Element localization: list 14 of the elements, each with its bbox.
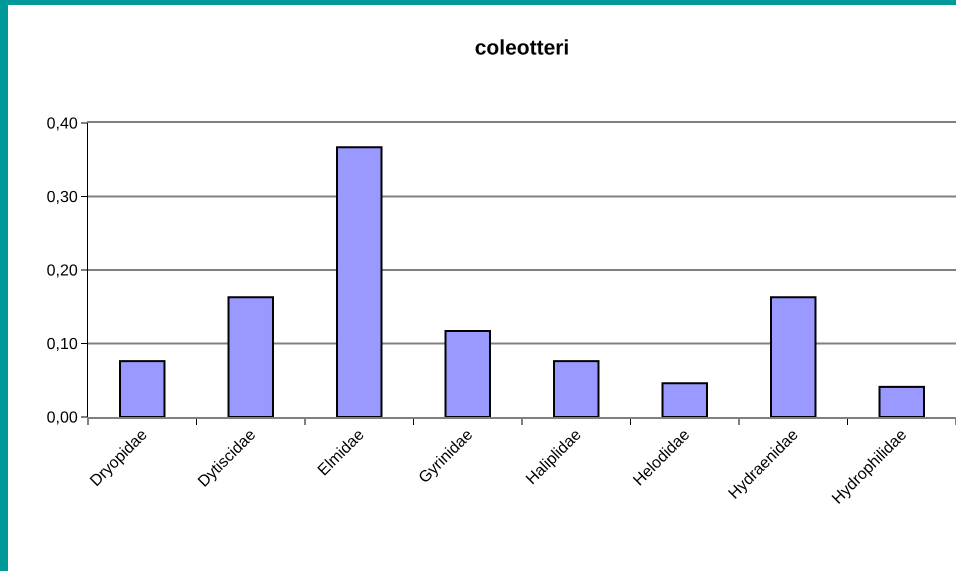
- y-tick-label: 0,20: [46, 262, 78, 280]
- y-tick-label: 0,40: [46, 116, 78, 133]
- bar: [662, 382, 708, 417]
- bar: [878, 386, 925, 417]
- bar: [444, 330, 491, 417]
- chart-title: coleotteri: [474, 36, 570, 60]
- bar: [228, 296, 274, 417]
- y-tick-label: 0,30: [46, 189, 78, 206]
- y-tick-label: 0,00: [46, 410, 78, 427]
- bar: [770, 296, 816, 417]
- bar: [119, 360, 166, 417]
- bar: [553, 360, 600, 417]
- y-tick-label: 0,10: [46, 336, 78, 354]
- bar: [336, 146, 382, 417]
